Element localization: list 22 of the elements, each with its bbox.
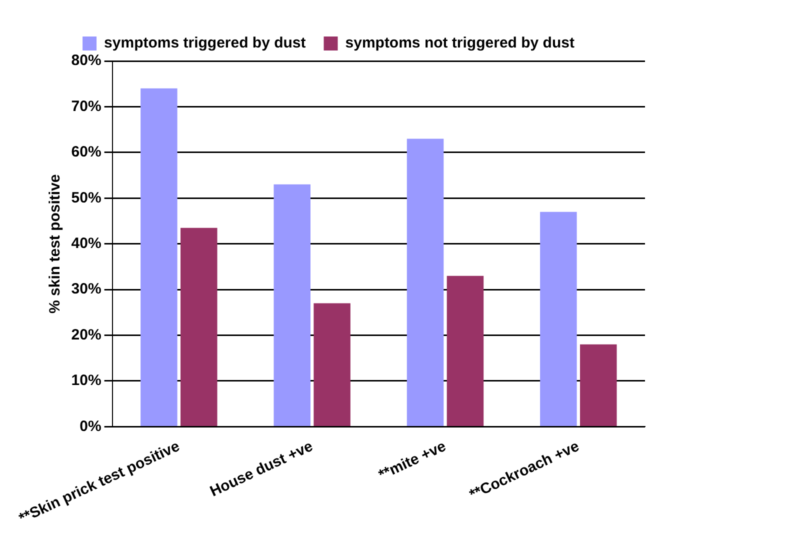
x-tick-label: **mite +ve	[376, 438, 449, 484]
y-tick-label: 30%	[71, 280, 102, 298]
bar	[274, 184, 310, 426]
legend-label: symptoms triggered by dust	[104, 34, 306, 52]
x-tick-label: House dust +ve	[207, 438, 316, 500]
bar	[446, 276, 484, 426]
bar	[140, 88, 178, 426]
y-tick-label: 40%	[71, 234, 102, 252]
y-tick-label: 0%	[80, 418, 102, 435]
y-tick-label: 50%	[71, 189, 102, 206]
bar	[406, 138, 444, 426]
bar	[540, 212, 577, 426]
y-tick-label: 20%	[71, 326, 102, 344]
y-tick-label: 80%	[71, 52, 102, 70]
y-axis-title: % skin test positive	[46, 174, 64, 314]
bar	[180, 228, 218, 426]
y-tick-label: 70%	[71, 98, 102, 115]
legend-label: symptoms not triggered by dust	[345, 34, 574, 52]
y-tick-label: 60%	[71, 144, 102, 161]
y-tick-label: 10%	[71, 372, 102, 390]
bar	[580, 344, 617, 426]
bar	[314, 303, 350, 426]
